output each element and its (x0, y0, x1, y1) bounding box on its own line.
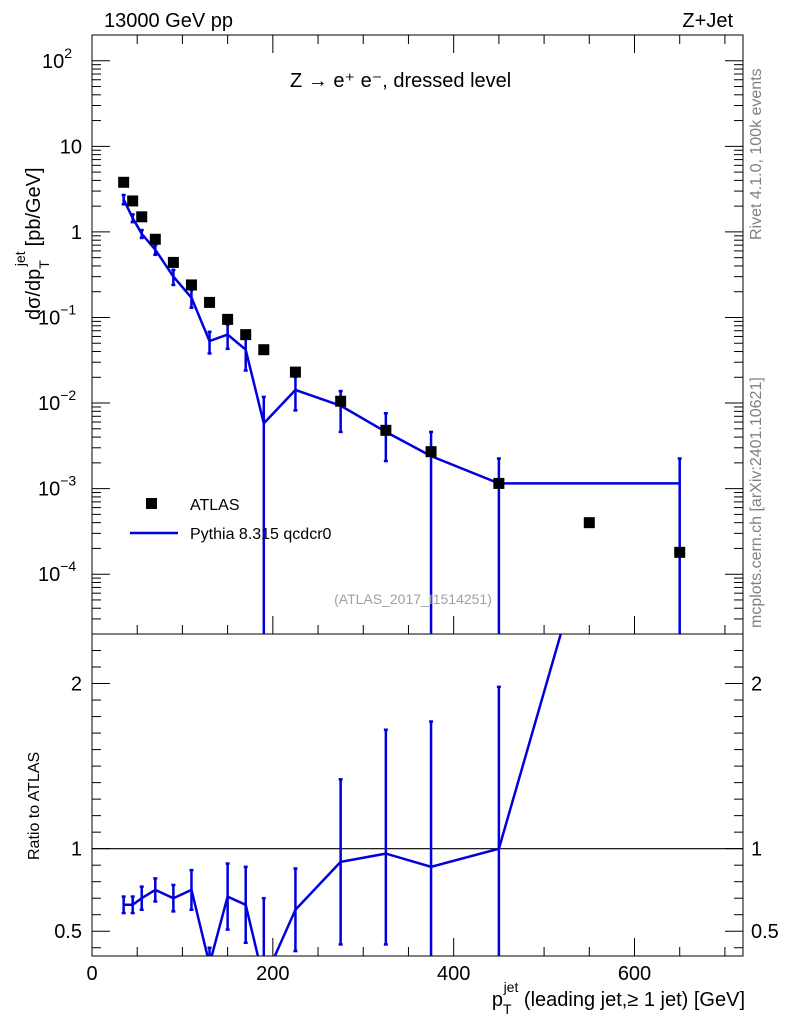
ratio-line (123, 634, 563, 956)
ratio-y-tick-label-right: 1 (751, 839, 762, 861)
data-point (127, 195, 139, 207)
ratio-y-tick-label: 2 (71, 674, 82, 696)
main-y-tick-exponent: −4 (60, 558, 76, 574)
ratio-plot-frame (91, 633, 744, 957)
main-y-tick-exponent: 2 (64, 45, 72, 61)
energy-label: 13000 GeV pp (104, 10, 233, 32)
legend-data-label: ATLAS (190, 497, 240, 514)
y-axis-label-sup: jet (12, 251, 28, 267)
data-point (674, 546, 686, 558)
y-axis-label-main: dσ/dp (23, 269, 45, 320)
data-point (185, 279, 197, 291)
data-point (493, 477, 505, 489)
y-axis-label-sub: T (36, 260, 52, 269)
data-point (240, 329, 252, 341)
main-series (118, 176, 686, 634)
main-plot-frame (91, 34, 744, 635)
x-axis-label-rest: (leading jet,≥ 1 jet) [GeV] (518, 989, 745, 1011)
x-axis-label-sub: T (503, 1001, 512, 1017)
main-y-tick-label: 1 (71, 222, 82, 244)
data-point (335, 395, 347, 407)
x-tick-label: 200 (256, 963, 289, 985)
x-tick-label: 0 (86, 963, 97, 985)
data-point (149, 233, 161, 245)
ratio-axis-label: Ratio to ATLAS (26, 752, 43, 860)
main-y-tick-label: 10 (60, 136, 82, 158)
x-axis-label-main: p (492, 989, 503, 1011)
x-axis-label: pTjet (leading jet,≥ 1 jet) [GeV] (492, 979, 745, 1017)
data-point (136, 211, 148, 223)
data-point (204, 296, 216, 308)
main-y-tick-exponent: −3 (60, 473, 76, 489)
main-y-tick-label: 10−2 (38, 387, 76, 415)
main-y-tick-exponent: −1 (60, 301, 76, 317)
x-axis-label-sup: jet (503, 979, 519, 995)
ratio-y-tick-label-right: 2 (751, 674, 762, 696)
mcplots-label: mcplots.cern.ch [arXiv:2401.10621] (748, 377, 765, 628)
data-point (425, 446, 437, 458)
x-tick-label: 600 (618, 963, 651, 985)
data-point (583, 517, 595, 529)
analysis-id: (ATLAS_2017_I1514251) (334, 591, 492, 607)
ratio-series (121, 634, 563, 956)
plot-title: Z → e⁺ e⁻, dressed level (290, 70, 511, 92)
mc-line (122, 198, 680, 485)
legend: ATLAS Pythia 8.315 qcdcr0 (130, 497, 332, 543)
legend-data-marker (146, 498, 157, 509)
main-y-tick-label: 10−3 (38, 473, 76, 501)
x-tick-label: 400 (437, 963, 470, 985)
data-point (258, 344, 270, 356)
data-point (222, 313, 234, 325)
data-point (118, 176, 130, 188)
process-label: Z+Jet (682, 10, 733, 32)
legend-mc-label: Pythia 8.315 qcdcr0 (190, 526, 332, 543)
y-axis-label: dσ/dpTjet [pb/GeV] (12, 167, 52, 320)
data-point (289, 366, 301, 378)
ratio-y-tick-label: 1 (71, 839, 82, 861)
main-y-tick-label: 10−4 (38, 558, 76, 586)
ratio-y-tick-label-right: 0.5 (751, 921, 779, 943)
data-point (380, 424, 392, 436)
main-y-tick-label: 102 (42, 45, 72, 73)
ratio-y-tick-label: 0.5 (54, 921, 82, 943)
x-axis-ticks: 0 200 400 600 (86, 35, 726, 985)
rivet-label: Rivet 4.1.0, 100k events (748, 68, 765, 240)
ratio-axis-ticks: 0.5 0.5 1 1 2 2 (54, 633, 779, 949)
data-point (167, 256, 179, 268)
main-y-tick-exponent: −2 (60, 387, 76, 403)
y-axis-label-unit: [pb/GeV] (23, 167, 45, 246)
